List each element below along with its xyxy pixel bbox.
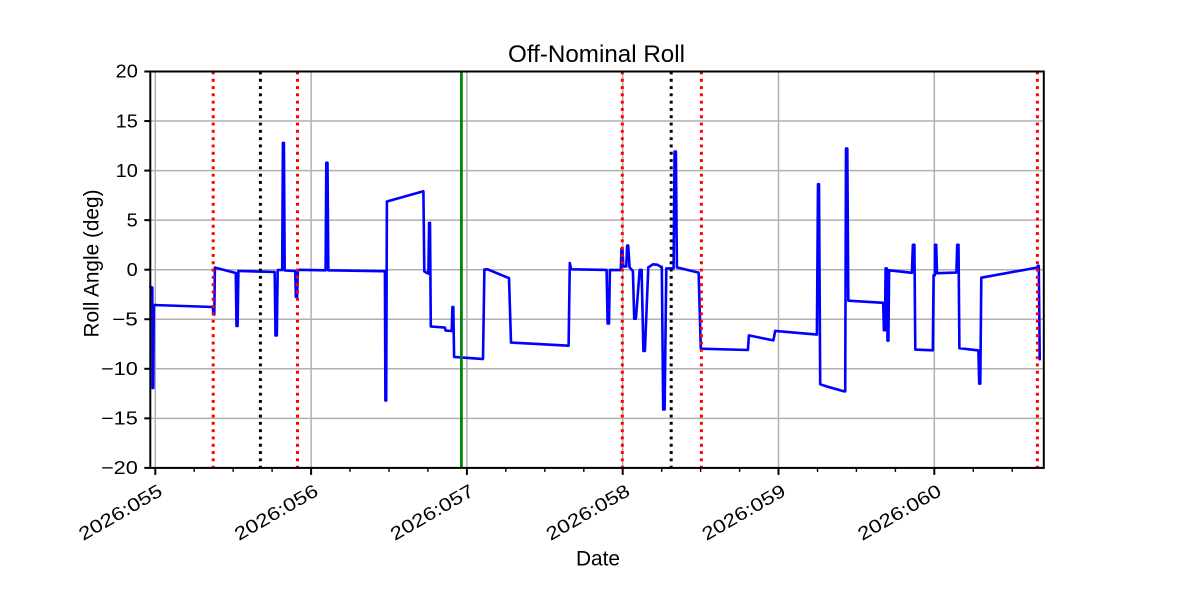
- svg-text:Off-Nominal Roll: Off-Nominal Roll: [508, 41, 685, 68]
- svg-text:−15: −15: [101, 408, 138, 429]
- svg-text:15: 15: [116, 110, 138, 131]
- svg-text:−20: −20: [101, 457, 138, 478]
- svg-text:Date: Date: [576, 548, 620, 571]
- svg-text:−10: −10: [101, 358, 138, 379]
- svg-text:Roll Angle (deg): Roll Angle (deg): [81, 190, 104, 338]
- svg-text:5: 5: [127, 209, 138, 230]
- svg-text:−5: −5: [112, 308, 138, 329]
- svg-text:10: 10: [116, 160, 138, 181]
- svg-text:20: 20: [116, 61, 138, 82]
- svg-text:0: 0: [127, 259, 138, 280]
